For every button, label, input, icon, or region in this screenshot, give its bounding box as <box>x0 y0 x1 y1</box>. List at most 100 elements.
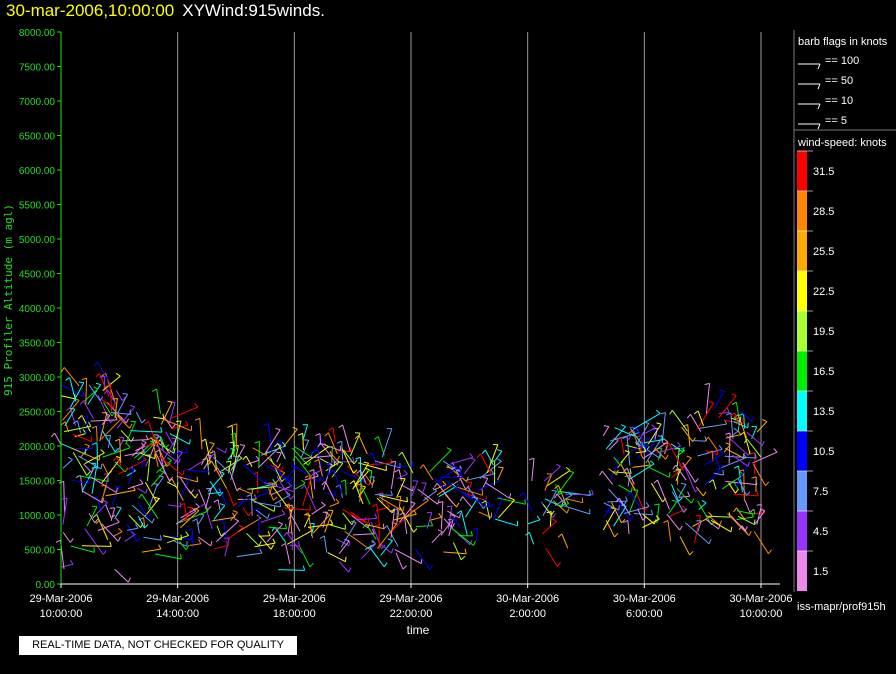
wind-barb <box>376 497 393 514</box>
wind-barb-flag <box>154 449 160 453</box>
wind-barb <box>695 486 704 497</box>
speed-legend-label: 22.5 <box>813 286 834 298</box>
wind-barb-flag <box>118 436 125 439</box>
wind-barb-flag <box>689 550 694 556</box>
wind-barb <box>614 427 635 437</box>
wind-barb-flag <box>551 518 557 522</box>
wind-barb <box>377 523 397 549</box>
wind-barb-flag <box>280 542 286 547</box>
wind-barb <box>137 515 145 529</box>
wind-barb <box>737 414 747 439</box>
wind-barb <box>657 479 670 510</box>
wind-barb-flag <box>469 453 474 458</box>
wind-barb-flag <box>627 491 632 497</box>
wind-barb-flag <box>69 538 74 543</box>
speed-legend-label: 4.5 <box>813 526 828 538</box>
wind-barb-flag <box>189 439 191 445</box>
x-tick-time: 6:00:00 <box>626 608 663 620</box>
wind-barb-flag <box>683 508 688 513</box>
wind-barb <box>714 390 725 409</box>
wind-barb-flag <box>218 519 224 523</box>
wind-barb-flag <box>225 540 230 546</box>
wind-barb <box>278 569 305 571</box>
wind-barb <box>62 532 71 543</box>
wind-barb <box>629 463 655 480</box>
wind-barb <box>561 504 590 515</box>
wind-barb-flag <box>674 447 680 450</box>
wind-barb-flag <box>194 507 200 512</box>
wind-barb <box>460 510 468 536</box>
wind-barb <box>403 499 429 519</box>
wind-barb <box>180 506 200 519</box>
wind-barb-flag <box>481 500 486 504</box>
wind-barb-flag <box>213 467 218 472</box>
wind-barb-flag <box>190 489 195 494</box>
wind-barb-flag <box>179 502 182 508</box>
wind-barb <box>703 453 724 466</box>
speed-legend-label: 16.5 <box>813 366 834 378</box>
wind-barb <box>324 492 336 496</box>
wind-barb <box>727 513 750 537</box>
wind-barb <box>735 402 740 417</box>
wind-barb-flag <box>171 424 176 429</box>
wind-barb <box>611 502 622 524</box>
wind-barb <box>131 504 153 524</box>
wind-barb <box>111 486 120 505</box>
wind-barb-flag <box>459 496 464 502</box>
wind-barb <box>285 543 291 564</box>
wind-barb-flag <box>555 463 561 467</box>
wind-barb-flag <box>91 425 97 429</box>
wind-barb-flag <box>719 449 724 454</box>
wind-barb-flag <box>679 525 683 531</box>
wind-barb <box>395 552 404 570</box>
wind-barb-flag <box>79 400 84 405</box>
wind-barb-flag <box>680 482 687 485</box>
wind-barb-flag <box>747 461 750 467</box>
wind-barb <box>364 473 373 485</box>
wind-barb-flag <box>529 457 535 461</box>
wind-barb-flag <box>452 464 457 469</box>
wind-barb <box>345 479 347 496</box>
wind-barb-flag <box>567 491 573 496</box>
wind-barb <box>379 494 408 503</box>
wind-barb <box>83 463 92 473</box>
wind-barb-flag <box>82 415 88 418</box>
wind-barb-flag <box>151 388 157 392</box>
speed-color-swatch <box>797 551 807 591</box>
wind-barb-flag <box>303 512 309 516</box>
wind-barb <box>171 478 184 501</box>
wind-barb-flag <box>460 472 463 478</box>
wind-barb-flag <box>356 469 361 474</box>
wind-barb <box>443 518 453 528</box>
wind-barb-flag <box>647 460 651 466</box>
legend: == 100 == 50 == 10 == 5 31.5 28.5 25.5 22.5 19.5… <box>793 30 896 592</box>
wind-barb <box>276 452 282 463</box>
x-tick-date: 30-Mar-2006 <box>613 593 676 605</box>
wind-barb <box>374 494 393 496</box>
wind-barb-flag <box>126 443 131 449</box>
wind-barb-flag <box>328 427 334 431</box>
wind-barb-flag <box>151 518 155 524</box>
wind-barb <box>431 531 443 544</box>
wind-barb <box>657 448 663 461</box>
wind-barb <box>527 519 541 525</box>
wind-barb <box>528 532 535 545</box>
wind-barb <box>531 458 535 482</box>
wind-barb-flag <box>254 508 260 511</box>
wind-barb-flag <box>65 407 71 412</box>
wind-barb-flag <box>236 487 242 492</box>
wind-barb <box>60 395 76 400</box>
wind-barb <box>626 436 631 466</box>
wind-barb-flag <box>78 381 84 384</box>
speed-legend-label: 28.5 <box>813 206 834 218</box>
wind-barb-flag <box>702 491 707 497</box>
wind-barb-flag <box>754 453 757 459</box>
wind-barb <box>146 454 151 482</box>
wind-barb <box>286 532 303 554</box>
wind-barb-flag <box>629 516 634 521</box>
wind-barb <box>258 441 260 467</box>
wind-barb <box>687 424 691 447</box>
wind-barb-flag <box>519 492 524 497</box>
wind-barb <box>90 476 117 493</box>
wind-barb <box>88 513 96 524</box>
